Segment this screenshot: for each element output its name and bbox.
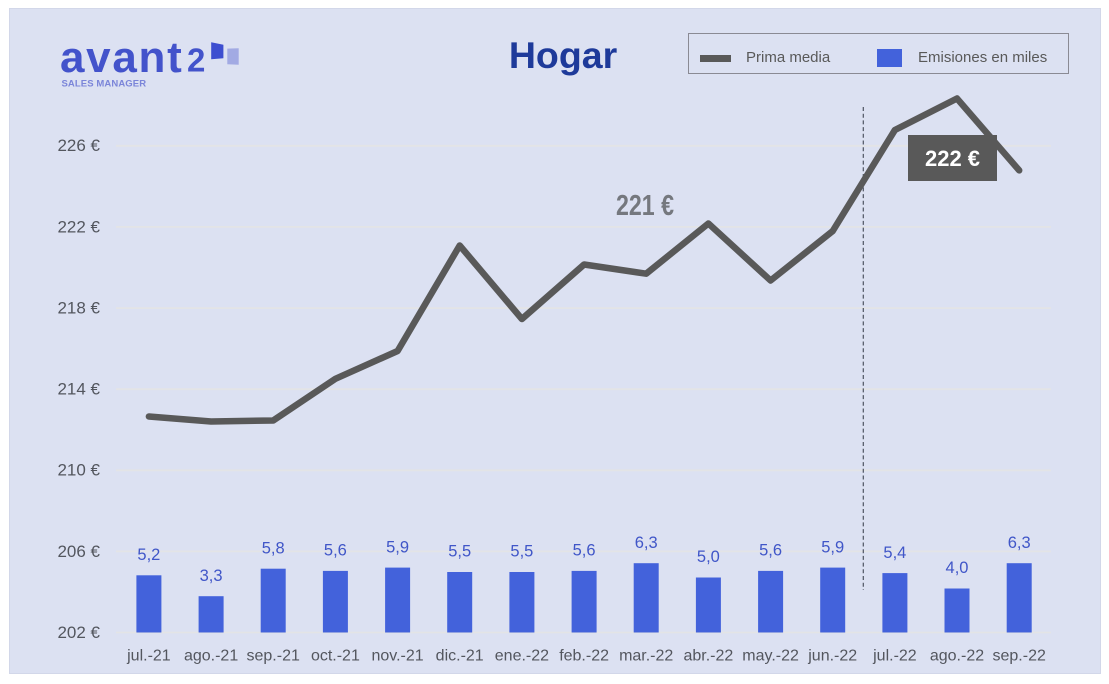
svg-text:jul.-21: jul.-21: [126, 648, 171, 665]
svg-text:ago.-22: ago.-22: [930, 648, 984, 665]
svg-text:5,5: 5,5: [510, 543, 533, 561]
svg-text:202 €: 202 €: [57, 623, 100, 642]
svg-text:5,9: 5,9: [821, 538, 844, 556]
svg-text:dic.-21: dic.-21: [436, 648, 484, 665]
svg-text:sep.-22: sep.-22: [993, 648, 1046, 665]
svg-text:SALES MANAGER: SALES MANAGER: [62, 79, 147, 90]
svg-text:abr.-22: abr.-22: [683, 648, 733, 665]
svg-text:210 €: 210 €: [57, 461, 100, 480]
svg-text:3,3: 3,3: [200, 567, 223, 585]
svg-text:ene.-22: ene.-22: [495, 648, 549, 665]
svg-text:206 €: 206 €: [57, 542, 100, 561]
svg-text:may.-22: may.-22: [742, 648, 799, 665]
svg-text:oct.-21: oct.-21: [311, 648, 360, 665]
svg-text:jul.-22: jul.-22: [872, 648, 917, 665]
svg-text:avant: avant: [60, 33, 183, 82]
svg-text:222 €: 222 €: [57, 217, 100, 236]
svg-text:5,5: 5,5: [448, 543, 471, 561]
svg-text:5,6: 5,6: [324, 542, 347, 560]
svg-text:5,0: 5,0: [697, 548, 720, 566]
svg-text:5,6: 5,6: [759, 542, 782, 560]
svg-text:6,3: 6,3: [1008, 534, 1031, 552]
svg-text:222 €: 222 €: [925, 146, 980, 171]
svg-text:jun.-22: jun.-22: [807, 648, 857, 665]
svg-text:mar.-22: mar.-22: [619, 648, 673, 665]
svg-text:226 €: 226 €: [57, 136, 100, 155]
svg-text:214 €: 214 €: [57, 380, 100, 399]
svg-text:4,0: 4,0: [946, 559, 969, 577]
svg-text:221 €: 221 €: [616, 190, 674, 222]
svg-text:218 €: 218 €: [57, 299, 100, 318]
svg-text:5,4: 5,4: [883, 544, 906, 562]
svg-text:5,9: 5,9: [386, 538, 409, 556]
svg-text:sep.-21: sep.-21: [247, 648, 300, 665]
svg-text:2: 2: [187, 42, 205, 79]
svg-text:nov.-21: nov.-21: [372, 648, 424, 665]
svg-text:ago.-21: ago.-21: [184, 648, 238, 665]
svg-text:5,6: 5,6: [573, 542, 596, 560]
svg-text:5,8: 5,8: [262, 539, 285, 557]
svg-text:5,2: 5,2: [137, 546, 160, 564]
svg-text:feb.-22: feb.-22: [559, 648, 609, 665]
svg-text:6,3: 6,3: [635, 534, 658, 552]
